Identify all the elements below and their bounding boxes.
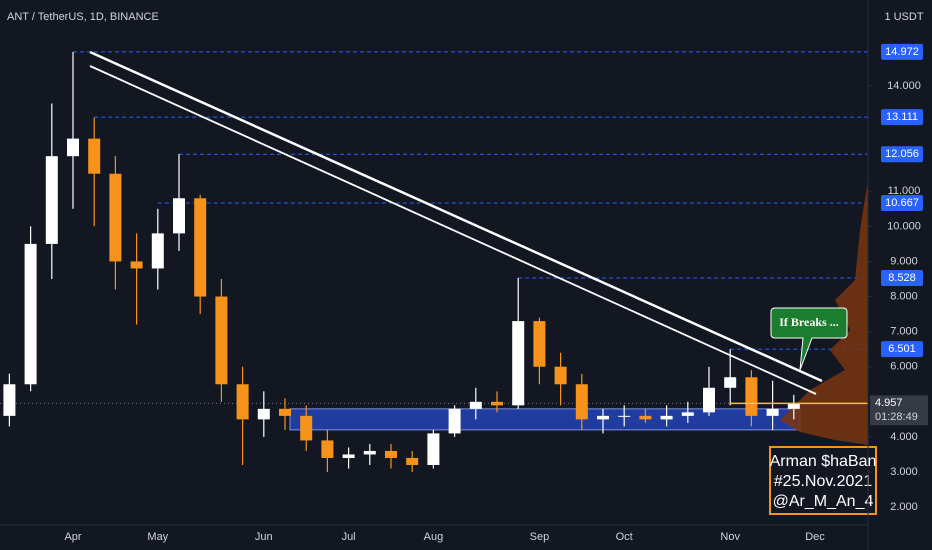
candle-body — [130, 261, 143, 269]
candle-body — [88, 138, 101, 174]
candle-body — [575, 384, 588, 420]
candle-body — [385, 450, 397, 458]
level-label: 6.501 — [888, 343, 916, 355]
x-tick-label: Apr — [64, 531, 81, 543]
candle-body — [342, 454, 355, 458]
annotation: If Breaks ... — [779, 315, 838, 329]
level-label-box — [881, 270, 923, 287]
candle-body — [194, 198, 207, 297]
candle-body — [533, 321, 546, 367]
last-price-label: 4.957 — [875, 397, 903, 409]
candle-body — [363, 450, 376, 455]
candle-body — [618, 415, 631, 417]
candle-body — [3, 384, 16, 416]
level-label-box — [881, 109, 923, 126]
axis-unit: 1 USDT — [884, 11, 923, 23]
level-label-box — [881, 43, 923, 60]
y-tick-label: 9.000 — [890, 255, 918, 267]
candle-body — [660, 415, 673, 420]
y-tick-label: 11.000 — [888, 185, 921, 197]
volume-profile — [780, 180, 868, 445]
candle-body — [639, 415, 652, 420]
candle-body — [724, 377, 737, 388]
candle-body — [766, 408, 779, 416]
chart-title: ANT / TetherUS, 1D, BINANCE — [7, 11, 159, 23]
candle-body — [45, 156, 58, 244]
trend-line — [89, 50, 823, 383]
level-label: 14.972 — [885, 46, 919, 58]
candle-body — [236, 384, 249, 420]
level-label: 13.111 — [886, 111, 918, 123]
candle-body — [512, 321, 525, 406]
candle-body — [745, 377, 758, 416]
signature: Arman $haBan — [770, 453, 877, 470]
y-tick-label: 3.000 — [890, 466, 918, 478]
candle-body — [173, 198, 185, 234]
candle-body — [151, 233, 164, 269]
candle-body — [787, 403, 800, 409]
x-tick-label: Oct — [616, 531, 633, 543]
x-tick-label: Sep — [530, 531, 550, 543]
candle-body — [703, 387, 715, 413]
y-tick-label: 7.000 — [890, 326, 918, 338]
last-price-box — [870, 395, 928, 426]
level-label-box — [881, 146, 923, 163]
level-label-box — [881, 194, 923, 211]
candle-body — [67, 138, 79, 157]
x-tick-label: Nov — [720, 531, 740, 543]
y-tick-label: 2.000 — [890, 501, 918, 513]
candle-body — [109, 173, 122, 262]
candle-body — [24, 243, 37, 385]
candle-body — [597, 415, 609, 420]
y-tick-label: 4.000 — [890, 431, 918, 443]
level-label: 10.667 — [885, 197, 919, 209]
signature-box — [769, 446, 877, 515]
y-tick-label: 14.000 — [887, 80, 921, 92]
candle-body — [215, 296, 228, 385]
x-tick-label: May — [147, 531, 168, 543]
candle-body — [257, 408, 270, 420]
x-tick-label: Jul — [342, 531, 356, 543]
y-tick-label: 8.000 — [890, 290, 918, 302]
x-tick-label: Dec — [805, 531, 825, 543]
candle-body — [681, 412, 694, 416]
x-tick-label: Jun — [255, 531, 273, 543]
level-label: 12.056 — [885, 148, 919, 160]
candle-body — [491, 401, 503, 406]
callout — [770, 307, 848, 371]
level-label: 8.528 — [888, 272, 916, 284]
y-tick-label: 6.000 — [890, 361, 918, 373]
y-tick-label: 10.000 — [887, 220, 921, 232]
x-tick-label: Aug — [424, 531, 444, 543]
candle-body — [554, 366, 567, 385]
signature: #25.Nov.2021 — [774, 473, 873, 490]
signature: @Ar_M_An_4 — [773, 493, 874, 510]
candle-body — [427, 433, 440, 465]
trend-line — [89, 65, 817, 395]
support-zone — [289, 408, 801, 431]
level-label-box — [881, 341, 923, 358]
candle-body — [300, 415, 313, 441]
candle-body — [321, 440, 334, 458]
candle-body — [406, 457, 419, 465]
countdown: 01:28:49 — [875, 411, 918, 423]
candle-body — [448, 408, 461, 434]
candle-body — [469, 401, 482, 409]
candle-body — [279, 408, 291, 416]
